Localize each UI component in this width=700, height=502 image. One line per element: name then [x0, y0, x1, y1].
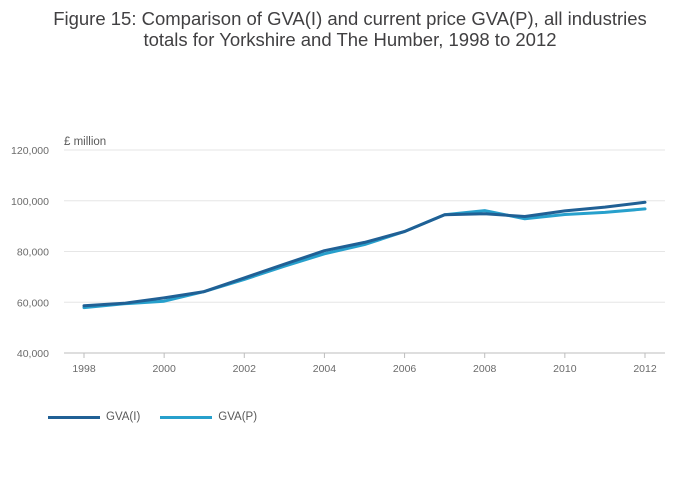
legend: GVA(I) GVA(P)	[48, 407, 277, 427]
chart-title-line-1: Figure 15: Comparison of GVA(I) and curr…	[53, 8, 647, 29]
axes: 40,000 60,000 80,000 100,000 120,000 1998 2000…	[11, 145, 665, 375]
legend-swatch-gva-p	[160, 415, 213, 419]
y-axis-unit-label: £ million	[64, 136, 107, 148]
x-tick-label: 2004	[313, 363, 337, 375]
x-tick-label: 2002	[233, 363, 257, 375]
series-line-gvai[interactable]	[82, 200, 647, 308]
y-tick-label: 100,000	[11, 196, 49, 208]
x-tick-label: 2006	[393, 363, 417, 375]
y-tick-label: 60,000	[17, 297, 49, 309]
legend-label-gva-p: GVA(P)	[218, 411, 258, 423]
x-tick-label: 1998	[72, 363, 96, 375]
legend-label-gva-i: GVA(I)	[106, 411, 141, 423]
x-tick-label: 2008	[473, 363, 497, 375]
series-lines	[82, 200, 647, 310]
legend-swatch-gva-i	[48, 415, 100, 419]
chart-title-line-2: totals for Yorkshire and The Humber, 199…	[143, 29, 557, 50]
y-tick-label: 120,000	[11, 145, 49, 157]
chart-title: Figure 15: Comparison of GVA(I) and curr…	[0, 8, 700, 50]
x-tick-label: 2012	[633, 363, 657, 375]
y-tick-label: 80,000	[17, 247, 49, 259]
x-tick-label: 2000	[152, 363, 176, 375]
legend-item-gva-p[interactable]: GVA(P)	[160, 411, 257, 423]
grid-lines	[64, 149, 665, 303]
series-line-gvap[interactable]	[82, 207, 647, 310]
legend-item-gva-i[interactable]: GVA(I)	[48, 411, 140, 423]
x-tick-label: 2010	[553, 363, 577, 375]
y-tick-label: 40,000	[17, 348, 49, 360]
